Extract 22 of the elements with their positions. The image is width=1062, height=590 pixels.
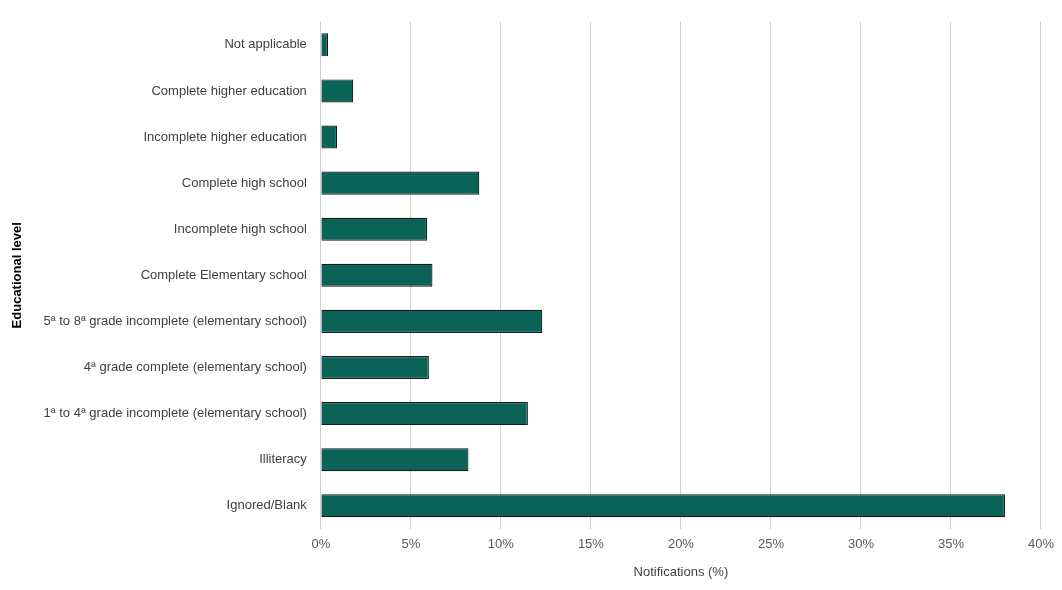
x-tick-label: 10% (487, 536, 515, 552)
x-tick-label: 20% (667, 536, 695, 552)
x-tick-label: 40% (1027, 536, 1055, 552)
y-tick-label: Ignored/Blank (226, 497, 308, 513)
y-tick-label: 4ª grade complete (elementary school) (83, 359, 307, 375)
y-tick-label: Not applicable (224, 36, 307, 52)
y-tick-label: Illiteracy (259, 451, 308, 467)
x-tick-label: 25% (757, 536, 785, 552)
x-tick-label: 30% (847, 536, 875, 552)
y-tick-label: Incomplete higher education (143, 128, 307, 144)
x-tick-label: 35% (937, 536, 965, 552)
x-tick-label: 5% (401, 536, 421, 552)
x-axis-title: Notifications (%) (633, 563, 729, 579)
y-tick-label: Incomplete high school (173, 220, 307, 236)
y-tick-label: 1ª to 4ª grade incomplete (elementary school) (43, 405, 307, 421)
y-axis-title: Educational level (9, 222, 25, 329)
x-tick-label: 0% (311, 536, 331, 552)
y-tick-label: Complete Elementary school (140, 266, 307, 282)
y-tick-label: Complete high school (181, 174, 307, 190)
y-tick-label: Complete higher education (151, 82, 307, 98)
y-tick-label: 5ª to 8ª grade incomplete (elementary school) (43, 312, 307, 328)
x-tick-label: 15% (577, 536, 605, 552)
